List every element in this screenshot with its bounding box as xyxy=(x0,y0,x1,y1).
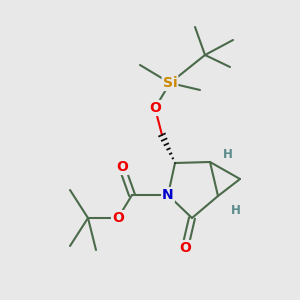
Text: O: O xyxy=(149,101,161,115)
Text: O: O xyxy=(179,241,191,255)
Text: H: H xyxy=(231,203,241,217)
Text: N: N xyxy=(162,188,174,202)
Text: O: O xyxy=(116,160,128,174)
Text: O: O xyxy=(112,211,124,225)
Text: H: H xyxy=(223,148,233,160)
Text: Si: Si xyxy=(163,76,177,90)
